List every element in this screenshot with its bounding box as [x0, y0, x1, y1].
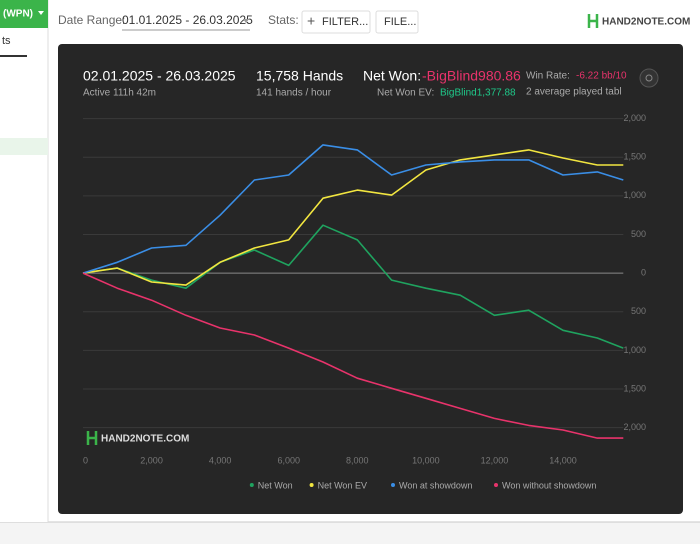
- tables: 2 average played tabl: [526, 87, 622, 98]
- legend-marker: [494, 483, 498, 487]
- date-range[interactable]: 01.01.2025 - 26.03.2025: [122, 13, 253, 27]
- x-tick-label: 8,000: [346, 455, 369, 465]
- x-tick-label: 2,000: [140, 455, 163, 465]
- y-tick-label: 1,500: [623, 152, 646, 162]
- selected-row: [0, 138, 48, 155]
- sidebar: [0, 0, 48, 522]
- plot: 2,000 1,500 1,000 500 0 500 1,000 1,500 2,000 0 2,…: [82, 113, 646, 490]
- legend-label: Won without showdown: [502, 480, 596, 490]
- stats-label: Stats:: [268, 13, 299, 27]
- logo-icon: [587, 14, 599, 28]
- x-tick-label: 0: [83, 455, 88, 465]
- date-range-label: Date Range:: [58, 13, 125, 27]
- win-rate: -6.22 bb/10: [576, 71, 627, 82]
- file-label: FILE...: [384, 16, 416, 28]
- tab-underline: [0, 55, 27, 57]
- active-time: Active 111h 42m: [83, 88, 156, 99]
- series-line: [82, 144, 624, 274]
- hands-rate: 141 hands / hour: [256, 88, 332, 99]
- settings-button[interactable]: [639, 68, 659, 88]
- network: (WPN): [3, 9, 33, 20]
- y-tick-label: 500: [631, 306, 646, 316]
- legend-label: Won at showdown: [399, 480, 472, 490]
- y-tick-label: 0: [641, 268, 646, 278]
- y-tick-label: 2,000: [623, 422, 646, 432]
- y-tick-label: 1,000: [623, 345, 646, 355]
- net-won: -BigBlind980.86: [422, 68, 521, 84]
- legend-marker: [309, 483, 314, 487]
- y-tick-label: 2,000: [623, 113, 646, 123]
- x-tick-label: 4,000: [209, 455, 232, 465]
- period: 02.01.2025 - 26.03.2025: [83, 68, 236, 84]
- summary: 02.01.2025 - 26.03.2025 Active 111h 42m …: [83, 68, 627, 99]
- y-tick-label: 500: [631, 229, 646, 239]
- win-rate-label: Win Rate:: [526, 71, 570, 82]
- net-won-ev-label: Net Won EV:: [377, 88, 434, 99]
- watermark: HAND2NOTE.COM: [101, 434, 189, 445]
- sidebar-tab[interactable]: ts: [2, 35, 11, 47]
- x-tick-label: 14,000: [549, 455, 577, 465]
- series-line: [82, 149, 624, 286]
- net-won-ev: BigBlind1,377.88: [440, 88, 516, 99]
- series-line: [82, 224, 624, 349]
- y-tick-label: 1,000: [623, 190, 646, 200]
- series-line: [82, 272, 624, 439]
- plus-icon: +: [307, 13, 315, 29]
- y-tick-label: 1,500: [623, 383, 646, 393]
- x-tick-label: 6,000: [277, 455, 300, 465]
- legend-label: Net Won EV: [318, 480, 367, 490]
- hands: 15,758 Hands: [256, 68, 343, 84]
- net-won-label: Net Won:: [363, 68, 421, 84]
- network-selector[interactable]: [0, 0, 48, 28]
- settings-icon: [645, 74, 653, 82]
- x-tick-label: 10,000: [412, 455, 440, 465]
- dropdown-arrow: [38, 11, 44, 15]
- x-tick-label: 12,000: [481, 455, 509, 465]
- watermark-icon: [86, 431, 98, 445]
- logo: HAND2NOTE.COM: [602, 17, 690, 28]
- chart-panel: [58, 44, 683, 514]
- date-arrow: [243, 19, 249, 23]
- legend-marker: [249, 483, 254, 487]
- filter-button[interactable]: [301, 10, 371, 34]
- filter-label: FILTER...: [322, 16, 368, 28]
- legend-marker: [391, 483, 395, 487]
- file-button[interactable]: [375, 10, 419, 34]
- legend-label: Net Won: [258, 480, 293, 490]
